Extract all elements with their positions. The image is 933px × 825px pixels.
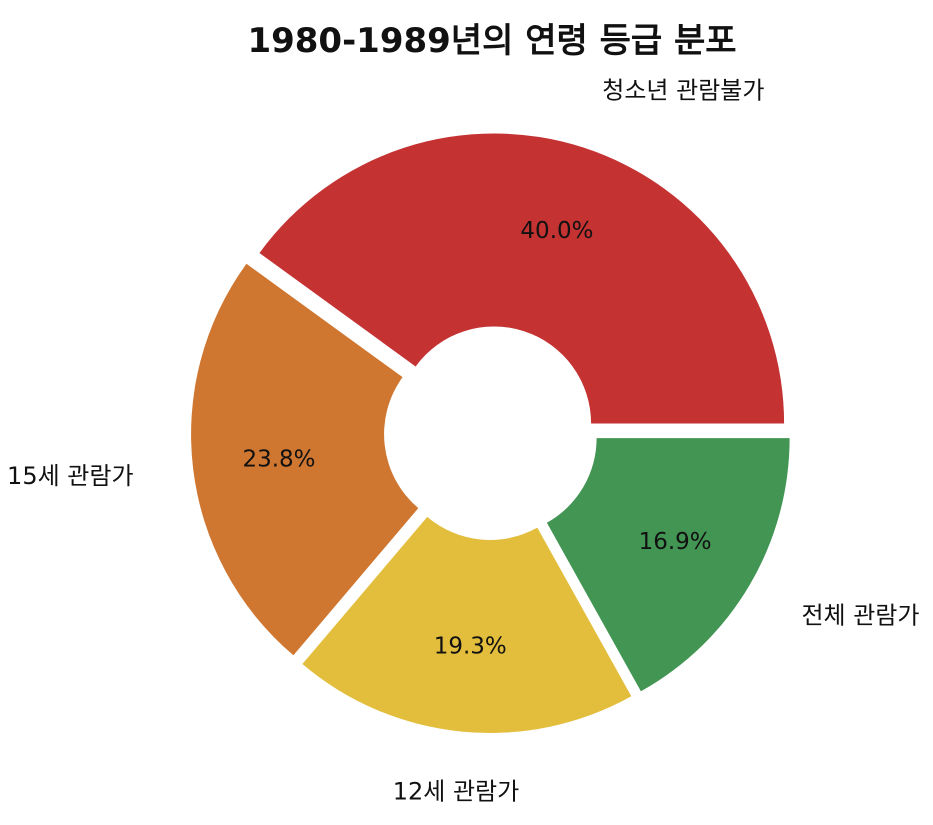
pie-slices [191,133,790,733]
pie-slice [191,263,419,656]
pie-slice [302,516,632,733]
category-label: 전체 관람가 [801,601,919,629]
percent-labels: 40.0% 23.8% 19.3% 16.9% [242,218,711,660]
chart-title: 1980-1989년의 연령 등급 분포 [247,21,736,61]
pie-slice [259,133,785,424]
pie-slice [546,438,790,692]
percent-label: 40.0% [520,218,593,244]
percent-label: 19.3% [434,633,507,659]
category-labels: 청소년 관람불가 15세 관람가 12세 관람가 전체 관람가 [7,77,919,806]
category-label: 청소년 관람불가 [602,77,764,105]
category-label: 15세 관람가 [7,462,134,490]
percent-label: 23.8% [242,446,315,472]
category-label: 12세 관람가 [393,777,520,805]
percent-label: 16.9% [639,529,712,555]
